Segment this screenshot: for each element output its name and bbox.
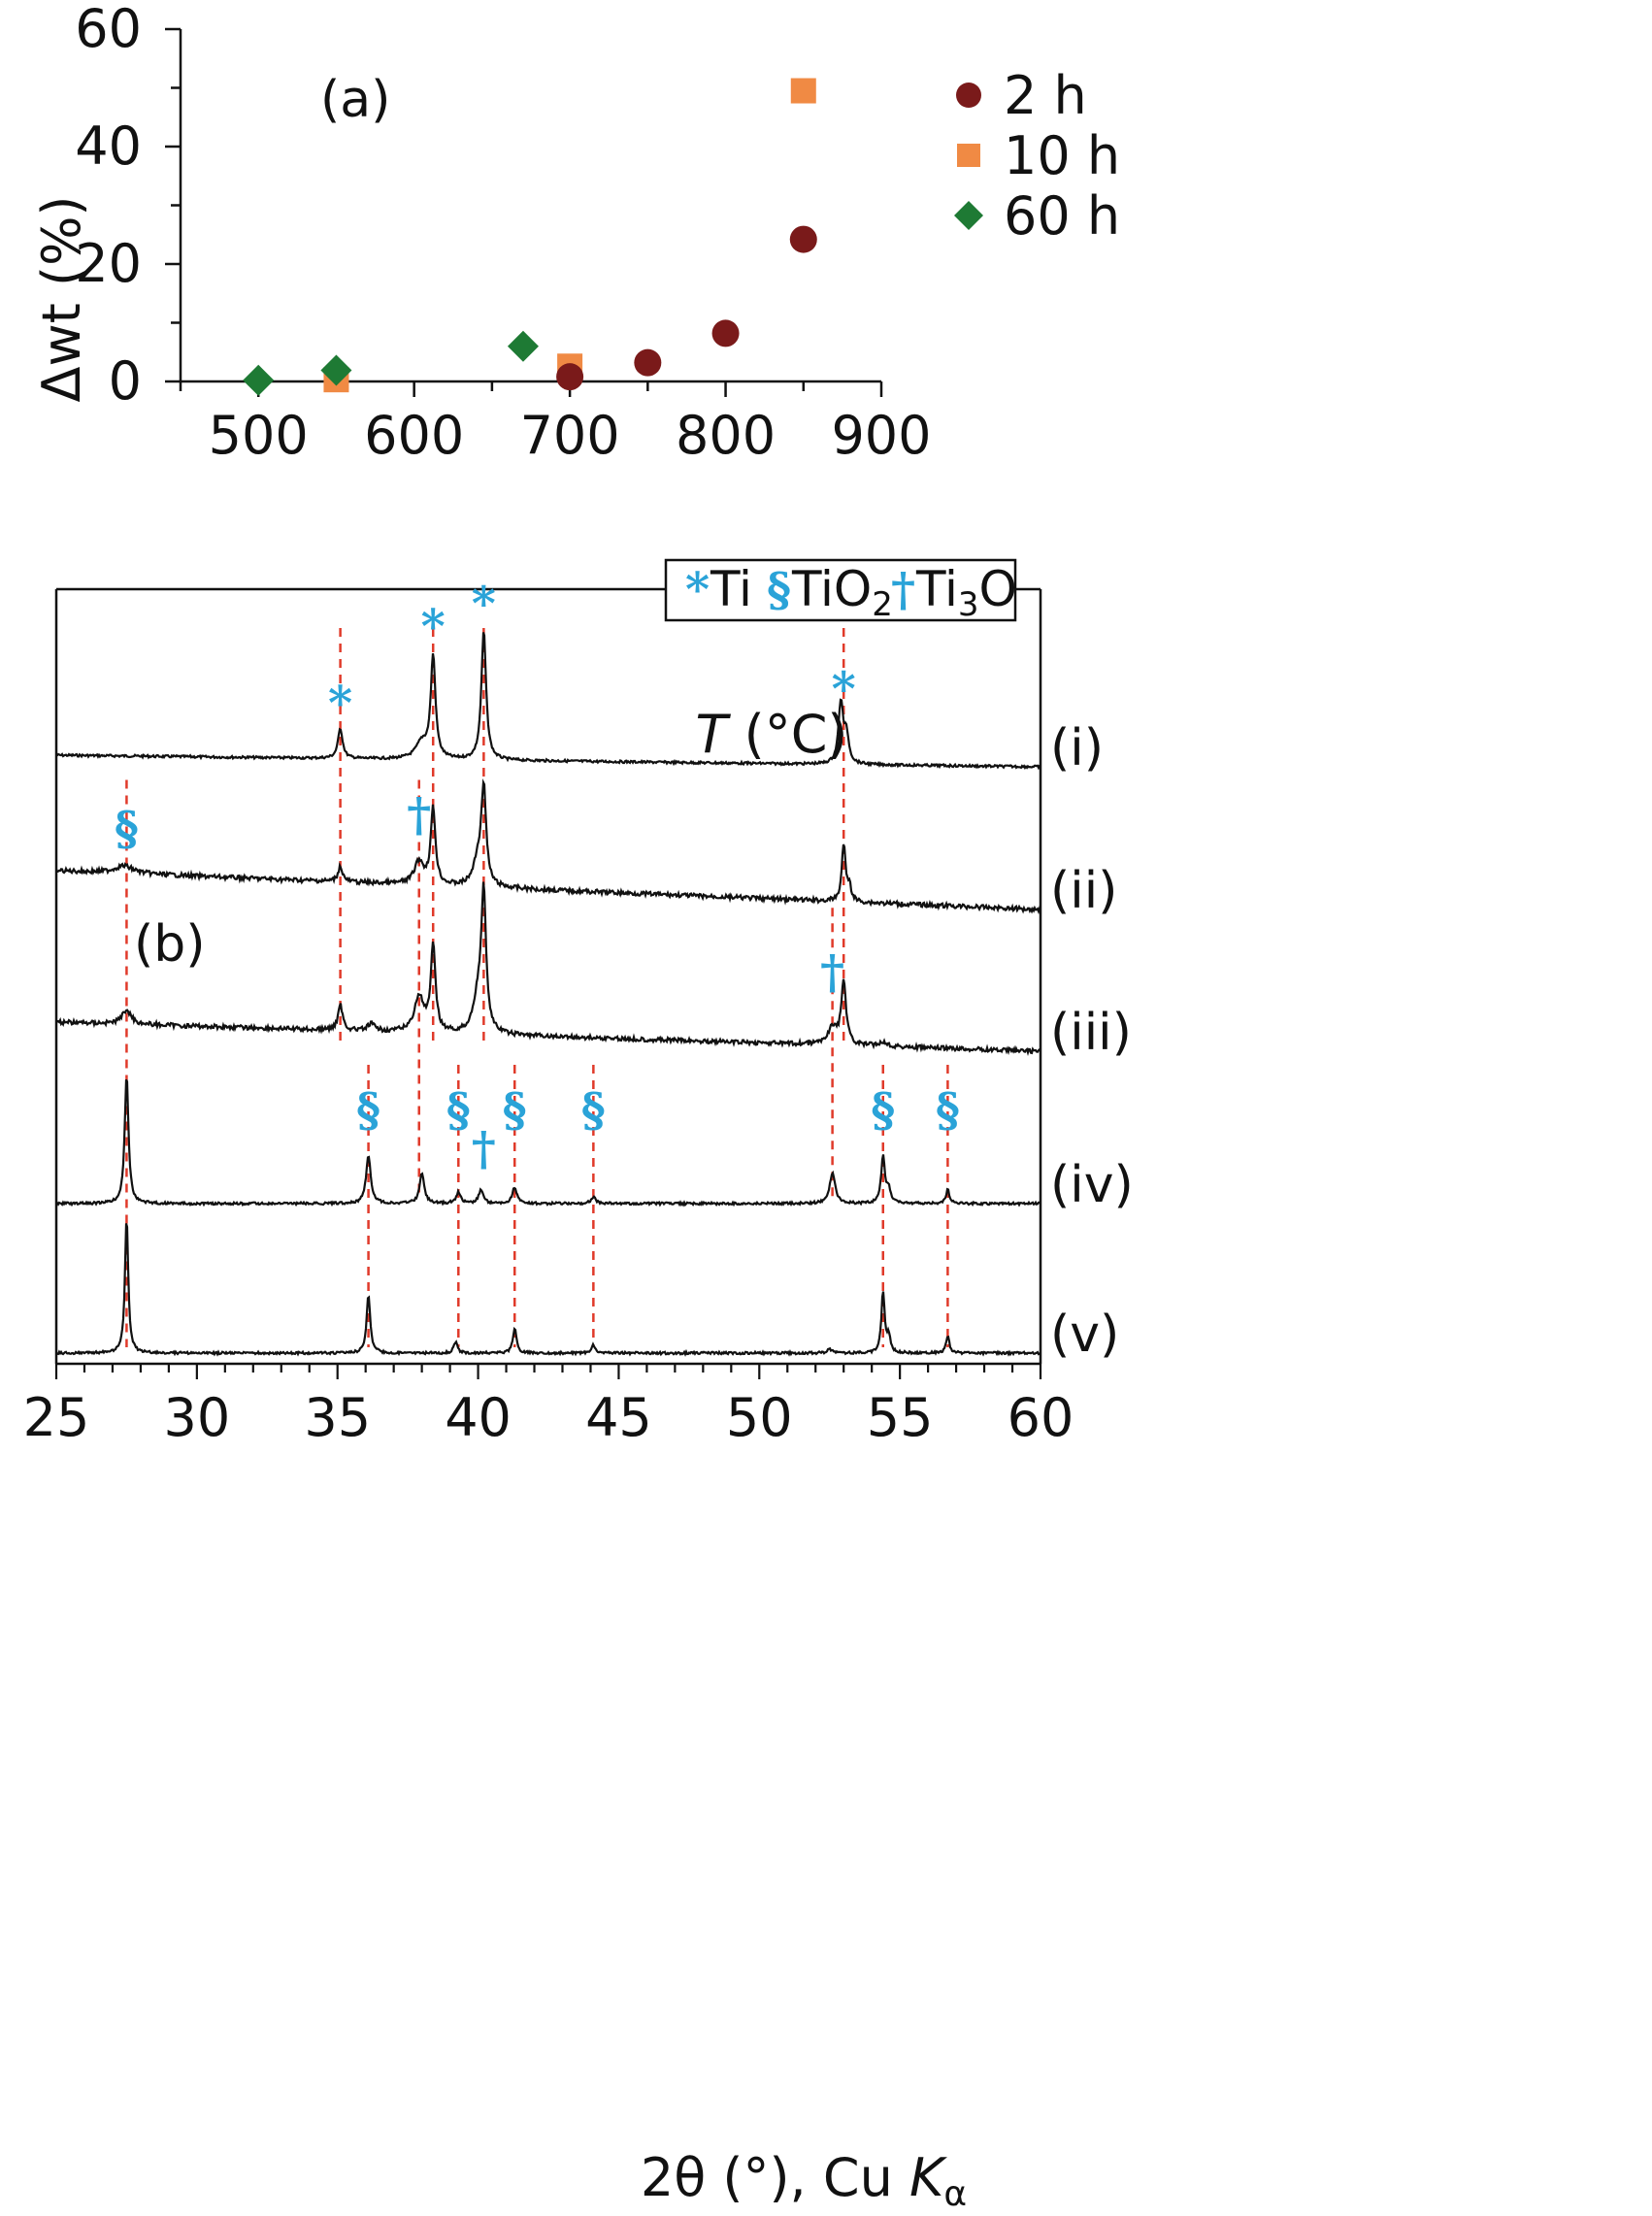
panel-b-axes <box>54 587 1042 1366</box>
trace-label: (v) <box>1050 1306 1119 1364</box>
panel-a-y-tick-label: 20 <box>75 233 142 294</box>
panel-a-ticks: 500 600 700 800 900 0 20 40 60 <box>75 0 931 466</box>
phase-marker-ti3o: † <box>820 945 844 1000</box>
phase-marker-ti: * <box>832 662 856 716</box>
trace-label: (iii) <box>1050 1004 1132 1062</box>
panel-a-data-points <box>243 78 817 396</box>
phase-marker-tio2: § <box>581 1083 606 1138</box>
data-point-circle <box>556 363 584 391</box>
panel-a-x-axis-title: T (°C) <box>695 704 847 765</box>
xrd-trace-iv <box>55 1078 1041 1207</box>
panel-b-label: (b) <box>134 915 206 974</box>
data-point-diamond <box>243 364 275 396</box>
legend-text: TiO2 <box>791 561 893 624</box>
legend-symbol: † <box>891 563 915 617</box>
panel-b-legend: * Ti § TiO2† Ti3O <box>664 558 1017 624</box>
phase-marker-tio2: § <box>356 1083 380 1138</box>
xrd-trace-iii <box>55 881 1041 1056</box>
trace-label: (ii) <box>1050 862 1117 920</box>
panel-b-x-tick-label: 45 <box>585 1387 652 1448</box>
trace-label: (i) <box>1050 719 1104 777</box>
panel-b-ticks: 25 30 35 40 45 50 55 60 <box>23 1364 1074 1448</box>
xrd-trace-ii <box>54 778 1042 914</box>
panel-b-x-tick-label: 25 <box>23 1387 90 1448</box>
data-point-diamond <box>507 330 539 362</box>
data-point-circle <box>789 225 817 253</box>
panel-a-legend: 2 h10 h60 h <box>954 65 1120 247</box>
panel-b-xrd-chart: 25 30 35 40 45 50 55 60 ** **§ ††§ §†§ § § § (i)(ii)(… <box>23 558 1134 2214</box>
panel-b-x-tick-label: 50 <box>726 1387 793 1448</box>
legend-label: 60 h <box>1004 185 1120 247</box>
phase-marker-tio2: § <box>446 1083 471 1138</box>
phase-marker-tio2: § <box>936 1083 960 1138</box>
panel-a-x-tick-label: 600 <box>364 405 464 466</box>
phase-marker-ti: * <box>472 577 496 631</box>
panel-a-scatter-chart: 500 600 700 800 900 0 20 40 60 (a) T (°C) Δwt (%… <box>31 0 1120 765</box>
panel-b-x-tick-label: 60 <box>1008 1387 1074 1448</box>
legend-label: 2 h <box>1004 65 1087 126</box>
panel-a-x-tick-label: 900 <box>831 405 931 466</box>
legend-marker-square <box>957 144 980 167</box>
phase-marker-ti3o: † <box>472 1122 496 1176</box>
legend-marker-diamond <box>954 201 983 230</box>
legend-marker-circle <box>956 83 981 108</box>
phase-marker-tio2: § <box>503 1083 527 1138</box>
panel-b-phase-annotations: ** **§ ††§ §†§ § § § <box>115 577 960 1176</box>
panel-a-x-tick-label: 800 <box>676 405 776 466</box>
data-point-circle <box>711 319 740 347</box>
trace-label: (iv) <box>1050 1156 1134 1214</box>
legend-text: Ti3O <box>915 561 1017 624</box>
data-point-circle <box>634 348 662 377</box>
legend-symbol: * <box>685 563 710 617</box>
panel-b-trace-labels: (i) (ii) (iii) (iv) (v) <box>1050 719 1134 1364</box>
panel-a-x-tick-label: 700 <box>520 405 620 466</box>
panel-a-y-tick-label: 40 <box>75 116 142 177</box>
phase-marker-ti: * <box>421 600 446 654</box>
legend-symbol: § <box>767 563 791 617</box>
panel-a-y-tick-label: 0 <box>109 350 142 412</box>
legend-label: 10 h <box>1004 125 1120 186</box>
legend-box <box>664 558 1017 622</box>
panel-a-y-tick-label: 60 <box>75 0 142 59</box>
data-point-diamond <box>320 354 352 386</box>
panel-b-traces <box>54 632 1042 1357</box>
phase-marker-tio2: § <box>115 802 139 856</box>
panel-b-x-tick-label: 55 <box>867 1387 934 1448</box>
xrd-trace-v <box>55 1223 1041 1357</box>
data-point-square <box>790 78 816 104</box>
panel-b-x-tick-label: 30 <box>163 1387 230 1448</box>
phase-marker-ti: * <box>328 677 352 731</box>
panel-b-x-axis-title: 2θ (°), Cu Kα <box>641 2147 967 2214</box>
legend-text: Ti <box>710 561 752 617</box>
panel-a-axes <box>179 29 881 383</box>
panel-a-x-tick-label: 500 <box>209 405 309 466</box>
panel-a-label: (a) <box>320 71 390 129</box>
phase-marker-ti3o: † <box>407 788 431 843</box>
phase-marker-tio2: § <box>871 1083 895 1138</box>
panel-b-x-tick-label: 35 <box>304 1387 371 1448</box>
panel-b-x-tick-label: 40 <box>445 1387 512 1448</box>
panel-a-y-axis-title: Δwt (%) <box>31 196 92 403</box>
xrd-trace-i <box>55 632 1041 771</box>
